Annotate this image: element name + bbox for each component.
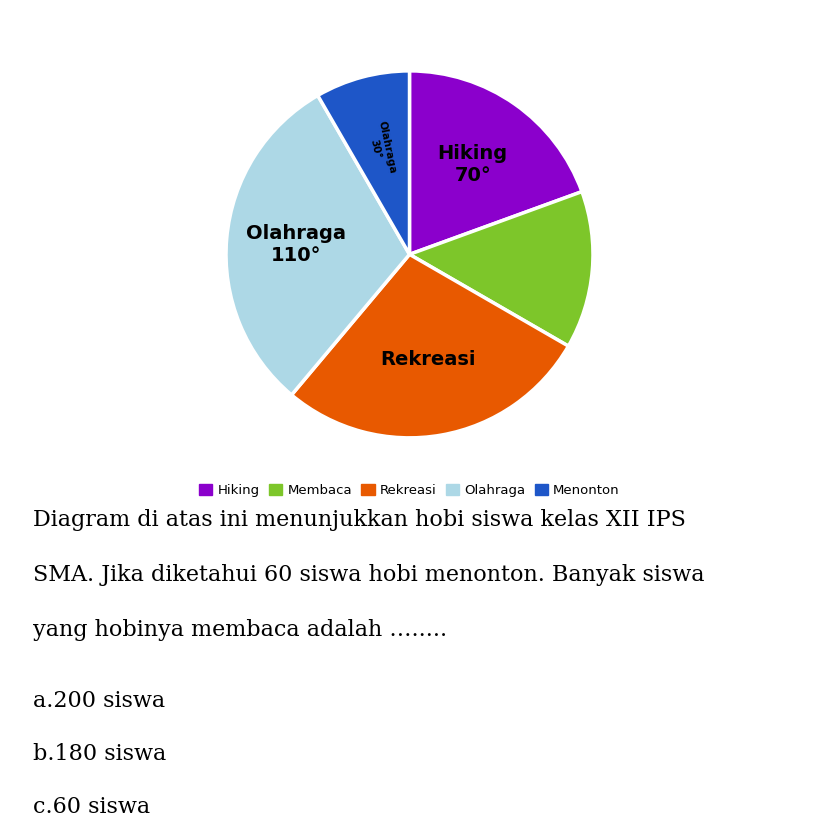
Text: Olahraga
30°: Olahraga 30° bbox=[364, 119, 397, 177]
Text: Hiking
70°: Hiking 70° bbox=[437, 143, 508, 184]
Text: a.200 siswa: a.200 siswa bbox=[33, 691, 165, 712]
Wedge shape bbox=[318, 71, 410, 254]
Text: b.180 siswa: b.180 siswa bbox=[33, 743, 166, 766]
Text: Diagram di atas ini menunjukkan hobi siswa kelas XII IPS: Diagram di atas ini menunjukkan hobi sis… bbox=[33, 509, 686, 531]
Text: SMA. Jika diketahui 60 siswa hobi menonton. Banyak siswa: SMA. Jika diketahui 60 siswa hobi menont… bbox=[33, 564, 704, 585]
Wedge shape bbox=[226, 95, 410, 395]
Text: c.60 siswa: c.60 siswa bbox=[33, 796, 150, 818]
Wedge shape bbox=[292, 254, 568, 438]
Text: yang hobinya membaca adalah ….....: yang hobinya membaca adalah …..... bbox=[33, 619, 447, 641]
Legend: Hiking, Membaca, Rekreasi, Olahraga, Menonton: Hiking, Membaca, Rekreasi, Olahraga, Men… bbox=[194, 479, 625, 502]
Text: Rekreasi: Rekreasi bbox=[380, 349, 476, 369]
Wedge shape bbox=[410, 71, 582, 254]
Text: Olahraga
110°: Olahraga 110° bbox=[247, 224, 346, 265]
Wedge shape bbox=[410, 192, 593, 346]
